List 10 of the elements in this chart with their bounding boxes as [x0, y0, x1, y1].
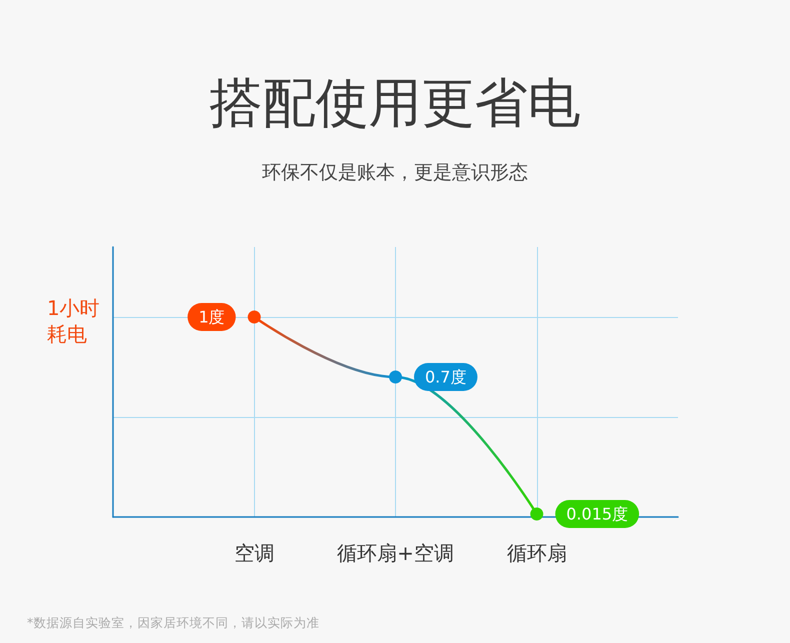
chart-subtitle: 环保不仅是账本，更是意识形态: [262, 162, 528, 184]
data-label: 1度: [198, 308, 225, 326]
data-label: 0.7度: [425, 368, 466, 386]
x-tick-label: 循环扇: [506, 541, 567, 565]
x-tick-label: 循环扇+空调: [337, 541, 454, 565]
data-label: 0.015度: [566, 504, 628, 524]
x-tick-label: 空调: [234, 541, 274, 565]
y-axis-title: 1小时耗电: [47, 296, 100, 346]
chart-title: 搭配使用更省电: [210, 73, 580, 134]
text: *数据源自实验室，因家居环境不同，请以实际为准: [27, 615, 320, 630]
